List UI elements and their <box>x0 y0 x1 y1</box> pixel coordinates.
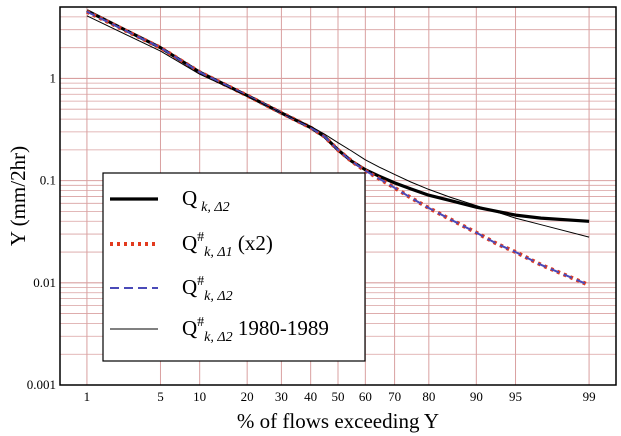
legend-label-4: Q#k, Δ2 1980-1989 <box>182 315 329 345</box>
x-tick-label: 90 <box>470 389 483 404</box>
x-tick-label: 95 <box>509 389 522 404</box>
x-tick-label: 60 <box>359 389 372 404</box>
legend-label-3: Q#k, Δ2 <box>182 274 233 304</box>
x-tick-label: 5 <box>157 389 164 404</box>
y-tick-labels: 0.001 0.01 0.1 1 <box>27 70 56 392</box>
y-tick-label: 0.1 <box>40 173 56 188</box>
y-tick-label: 0.001 <box>27 377 56 392</box>
x-tick-label: 99 <box>583 389 596 404</box>
y-tick-label: 1 <box>50 70 57 85</box>
plot-frame <box>59 6 617 386</box>
x-tick-label: 1 <box>84 389 91 404</box>
x-tick-labels: 1 5 10 20 30 40 50 60 70 80 90 95 99 <box>84 389 596 404</box>
series-line-4 <box>86 15 590 238</box>
x-tick-label: 80 <box>422 389 435 404</box>
series-lines <box>86 9 590 287</box>
x-tick-label: 70 <box>388 389 401 404</box>
legend-box <box>102 172 366 362</box>
x-tick-label: 30 <box>275 389 288 404</box>
x-axis-label: % of flows exceeding Y <box>237 409 439 433</box>
y-tick-label: 0.01 <box>33 275 56 290</box>
x-tick-label: 10 <box>193 389 206 404</box>
x-tick-label: 50 <box>332 389 345 404</box>
x-tick-label: 40 <box>304 389 317 404</box>
x-tick-label: 20 <box>241 389 254 404</box>
legend-label-2: Q#k, Δ1 (x2) <box>182 230 273 260</box>
series-line-3 <box>86 10 590 287</box>
y-axis-label: Y (mm/2hr) <box>6 146 30 246</box>
